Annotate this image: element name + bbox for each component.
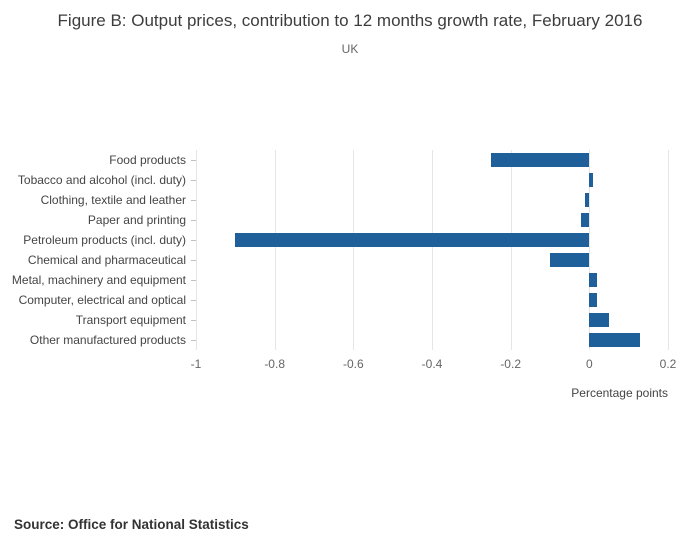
chart-area: Food products Tobacco and alcohol (incl. … [12,150,677,400]
category-label: Tobacco and alcohol (incl. duty) [17,173,186,187]
y-tick [191,340,196,341]
x-tick-label: 0.2 [659,357,677,371]
bar-row: Paper and printing [88,210,668,230]
x-tick-label: -1 [190,357,202,371]
bar-row: Chemical and pharmaceutical [28,250,668,270]
category-label: Other manufactured products [29,333,186,347]
plot-area: Food products Tobacco and alcohol (incl. … [12,150,669,350]
category-label: Clothing, textile and leather [40,193,186,207]
bar-row: Tobacco and alcohol (incl. duty) [18,170,668,190]
y-tick [191,300,196,301]
bar [589,333,641,347]
chart-subtitle: UK [341,41,359,56]
source-note: Source: Office for National Statistics [14,517,249,532]
category-label: Paper and printing [87,213,186,227]
x-tick-label: 0 [585,357,593,371]
bar-row: Computer, electrical and optical [19,290,668,310]
gridline [589,150,591,350]
bar [585,193,590,207]
category-label: Metal, machinery and equipment [11,273,186,287]
y-tick [191,200,196,201]
x-tick-label: -0.4 [421,357,443,371]
y-tick [191,180,196,181]
bar [581,213,590,227]
x-tick-label: -0.8 [264,357,285,371]
y-tick [191,160,196,161]
bar-row: Metal, machinery and equipment [12,270,668,290]
chart-title: Figure B: Output prices, contribution to… [57,11,643,30]
y-tick [191,320,196,321]
bar [589,313,609,327]
bar [589,293,598,307]
bar-row: Other manufactured products [30,330,668,350]
bar [589,173,594,187]
x-axis: -1 -0.8 -0.6 -0.4 -0.2 0 0.2 [191,350,677,372]
category-label: Chemical and pharmaceutical [27,253,186,267]
category-label: Petroleum products (incl. duty) [23,233,186,247]
gridline [510,150,512,350]
bar-row: Food products [109,150,668,170]
gridline [274,150,276,350]
bar [235,233,590,247]
y-tick [191,280,196,281]
gridline [353,150,355,350]
bar [550,253,590,267]
gridlines [196,150,669,350]
category-label: Computer, electrical and optical [18,293,186,307]
category-label: Food products [109,153,186,167]
y-tick [191,260,196,261]
bar-row: Transport equipment [76,310,668,330]
x-tick-label: -0.6 [342,357,364,371]
y-tick [191,220,196,221]
bar [491,153,590,167]
y-tick [191,240,196,241]
x-tick-label: -0.2 [500,357,521,371]
x-axis-label: Percentage points [571,386,668,400]
category-label: Transport equipment [75,313,186,327]
gridline [432,150,433,350]
gridline [668,150,669,350]
rows: Food products Tobacco and alcohol (incl. … [12,150,668,350]
bar-row: Clothing, textile and leather [41,190,668,210]
bar [589,273,598,287]
bar-row: Petroleum products (incl. duty) [23,230,668,250]
gridline [196,150,197,350]
